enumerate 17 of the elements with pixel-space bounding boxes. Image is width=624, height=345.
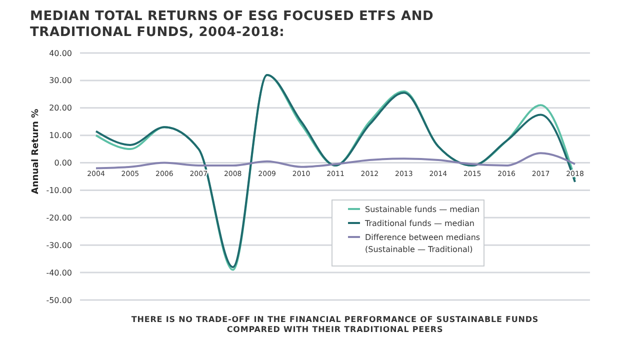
legend-label: Sustainable funds — median — [365, 205, 480, 214]
y-tick-label: 40.00 — [49, 48, 72, 58]
y-tick-label: -50.00 — [46, 296, 72, 305]
line-series — [95, 152, 576, 170]
y-tick-label: 30.00 — [49, 76, 72, 86]
y-tick-label: 20.00 — [49, 104, 72, 113]
y-tick-label: -40.00 — [46, 268, 72, 278]
legend-label: Traditional funds — median — [364, 219, 474, 228]
legend-label: Difference between medians (Sustainable — Traditional) — [365, 233, 480, 254]
y-tick-label: 10.00 — [49, 131, 72, 140]
text: THERE IS NO TRADE-OFF IN THE FINANCIAL PERFORMANCE OF SUSTAINABLE FUNDS COMPARED WITH THEIR TRADITIONAL PEERS — [131, 315, 539, 334]
y-tick-label: -20.00 — [46, 213, 72, 222]
y-tick-label: -10.00 — [46, 186, 72, 196]
chart-title: MEDIAN TOTAL RETURNS OF ESG FOCUSED ETFS AND TRADITIONAL FUNDS, 2004-2018: — [30, 9, 434, 40]
y-axis-title: Annual Return % — [31, 108, 41, 194]
y-tick-label: 0.00 — [54, 158, 72, 168]
y-tick-label: -30.00 — [46, 240, 72, 250]
